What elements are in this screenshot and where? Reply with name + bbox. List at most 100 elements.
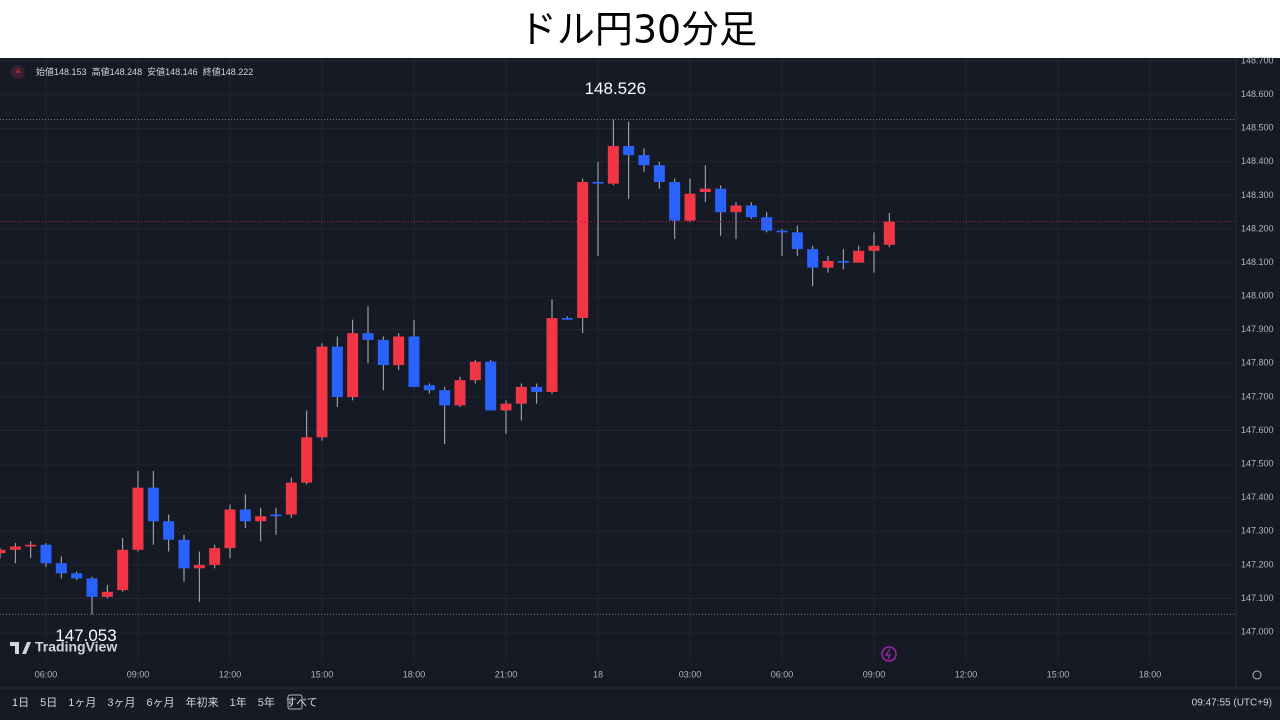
- event-icon-bolt: [884, 648, 891, 660]
- candle-body: [71, 573, 83, 579]
- y-tick-label: 148.000: [1241, 291, 1274, 301]
- ohlc-header: 始値148.153 高値148.248 安値148.146 終値148.222: [36, 66, 253, 77]
- candle-body: [853, 250, 865, 263]
- candle-body: [377, 339, 389, 366]
- candle-body: [592, 181, 604, 184]
- x-tick-label: 21:00: [495, 669, 518, 679]
- candle-body: [638, 155, 650, 166]
- candle-body: [86, 578, 98, 597]
- ohlc-label: 始値: [36, 66, 54, 77]
- logo-mark: [10, 642, 31, 654]
- candle-body: [561, 318, 573, 320]
- y-tick-label: 148.500: [1241, 123, 1274, 133]
- x-tick-label: 18:00: [403, 669, 426, 679]
- candle-body: [730, 205, 742, 213]
- range-button[interactable]: 6ヶ月: [147, 697, 175, 709]
- x-tick-label: 15:00: [1047, 669, 1070, 679]
- y-tick-label: 147.400: [1241, 492, 1274, 502]
- y-tick-label: 147.000: [1241, 626, 1274, 636]
- x-tick-label: 06:00: [35, 669, 58, 679]
- ohlc-label: 終値: [203, 66, 221, 77]
- candles: [0, 119, 895, 615]
- candle-body: [607, 146, 619, 184]
- candle-body: [393, 336, 405, 366]
- candle-body: [55, 563, 67, 574]
- x-tick-label: 09:00: [863, 669, 886, 679]
- candle-body: [515, 386, 527, 404]
- candle-body: [270, 514, 282, 517]
- candle-body: [669, 181, 681, 221]
- candle-body: [163, 521, 175, 540]
- settings-icon[interactable]: [1252, 670, 1262, 680]
- logo-text: TradingView: [35, 639, 117, 655]
- ohlc-label: 高値: [92, 66, 110, 77]
- candle-body: [347, 333, 359, 397]
- y-tick-label: 147.600: [1241, 425, 1274, 435]
- candle-body: [623, 146, 635, 156]
- event-icon[interactable]: [881, 646, 897, 662]
- candle-body: [761, 217, 773, 231]
- y-tick-label: 148.100: [1241, 257, 1274, 267]
- symbol-icon[interactable]: [11, 65, 25, 79]
- candle-body: [40, 544, 52, 564]
- x-tick-label: 18:00: [1139, 669, 1162, 679]
- candle-body: [546, 318, 558, 392]
- ohlc-value: 148.153: [54, 67, 87, 77]
- range-button[interactable]: 5日: [40, 697, 57, 709]
- y-tick-label: 147.800: [1241, 358, 1274, 368]
- candle-body: [868, 245, 880, 251]
- candle-body: [193, 564, 205, 569]
- candle-body: [485, 361, 497, 411]
- candle-body: [9, 546, 21, 550]
- candle-body: [699, 188, 711, 193]
- x-tick-label: 03:00: [679, 669, 702, 679]
- x-tick-label: 18: [593, 669, 603, 679]
- candle-body: [883, 221, 895, 245]
- x-tick-label: 06:00: [771, 669, 794, 679]
- range-button[interactable]: 1日: [12, 697, 29, 709]
- x-tick-label: 15:00: [311, 669, 334, 679]
- candle-body: [837, 260, 849, 263]
- candle-body: [423, 385, 435, 391]
- y-tick-label: 148.400: [1241, 156, 1274, 166]
- range-button[interactable]: 年初来: [186, 695, 219, 709]
- range-button[interactable]: すべて: [286, 696, 318, 709]
- low-annotation: 147.053: [55, 626, 116, 645]
- high-annotation: 148.526: [585, 79, 646, 98]
- candle-body: [577, 181, 589, 319]
- candle-body: [0, 549, 6, 554]
- ohlc-label: 安値: [147, 66, 165, 77]
- y-tick-label: 148.200: [1241, 223, 1274, 233]
- candle-body: [745, 205, 757, 218]
- range-button[interactable]: 3ヶ月: [107, 697, 135, 709]
- y-tick-label: 148.300: [1241, 190, 1274, 200]
- date-range-icon[interactable]: [287, 694, 303, 710]
- candle-body: [454, 380, 466, 406]
- candle-body: [531, 386, 543, 392]
- candle-body: [408, 336, 420, 387]
- candle-body: [101, 591, 113, 597]
- candle-body: [439, 390, 451, 406]
- candle-body: [255, 516, 267, 522]
- candle-body: [147, 487, 159, 522]
- range-button[interactable]: 1年: [230, 695, 247, 709]
- candle-body: [132, 487, 144, 550]
- range-button[interactable]: 5年: [258, 695, 275, 709]
- x-tick-label: 09:00: [127, 669, 150, 679]
- candle-body: [791, 232, 803, 250]
- candle-body: [776, 230, 788, 233]
- candle-body: [362, 333, 374, 340]
- chart-background: [0, 58, 1280, 720]
- candle-body: [469, 361, 481, 381]
- symbol-icon-glyph: ≡: [16, 67, 21, 76]
- y-tick-label: 148.600: [1241, 89, 1274, 99]
- range-button[interactable]: 1ヶ月: [68, 697, 96, 709]
- y-tick-label: 147.500: [1241, 459, 1274, 469]
- candle-body: [224, 509, 236, 549]
- candle-body: [316, 346, 328, 438]
- y-tick-label: 147.700: [1241, 391, 1274, 401]
- chart-title: ドル円30分足: [519, 8, 757, 52]
- x-tick-label: 12:00: [219, 669, 242, 679]
